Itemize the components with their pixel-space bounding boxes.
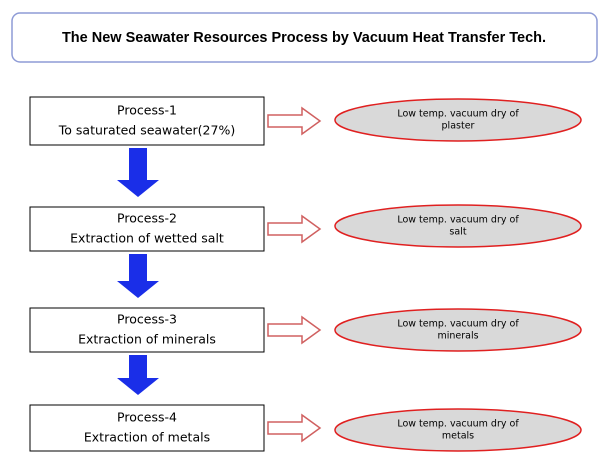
right-arrow — [267, 106, 322, 136]
result-text: plaster — [442, 121, 475, 132]
result-ellipse — [334, 98, 582, 142]
result-text: Low temp. vacuum dry of — [397, 215, 519, 226]
right-arrow — [267, 413, 322, 443]
down-arrow — [117, 254, 159, 298]
result-ellipse — [334, 204, 582, 248]
process-description: Extraction of metals — [84, 430, 210, 445]
result-text: metals — [442, 431, 474, 442]
title-box — [11, 12, 598, 63]
process-name: Process-4 — [117, 410, 177, 425]
right-arrow — [267, 315, 322, 345]
process-box — [29, 307, 265, 353]
result-ellipse — [334, 408, 582, 452]
down-arrow — [117, 148, 159, 197]
result-ellipse — [334, 308, 582, 352]
process-description: Extraction of wetted salt — [70, 231, 224, 246]
process-name: Process-3 — [117, 312, 177, 327]
result-text: minerals — [437, 331, 478, 342]
title: The New Seawater Resources Process by Va… — [62, 30, 546, 46]
process-description: To saturated seawater(27%) — [58, 123, 235, 138]
result-text: Low temp. vacuum dry of — [397, 419, 519, 430]
result-text: salt — [449, 227, 466, 238]
down-arrow — [117, 355, 159, 395]
process-flow: Process-1 To saturated seawater(27%) Low t… — [29, 96, 582, 452]
process-name: Process-2 — [117, 211, 177, 226]
result-text: Low temp. vacuum dry of — [397, 319, 519, 330]
process-box — [29, 96, 265, 146]
right-arrow — [267, 214, 322, 244]
process-name: Process-1 — [117, 103, 177, 118]
process-box — [29, 206, 265, 252]
process-box — [29, 404, 265, 452]
process-description: Extraction of minerals — [78, 332, 216, 347]
result-text: Low temp. vacuum dry of — [397, 109, 519, 120]
